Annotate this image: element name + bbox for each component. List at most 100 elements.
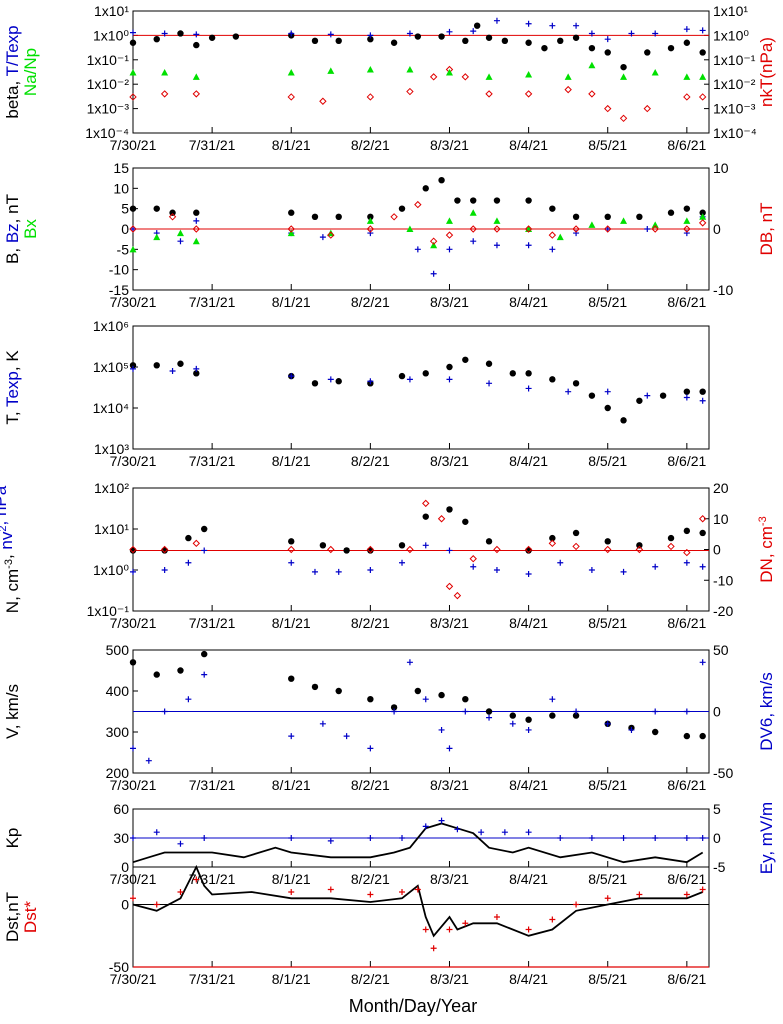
data-point bbox=[129, 69, 137, 76]
left-tick-label: 0 bbox=[121, 897, 129, 913]
date-tick-label: 8/1/21 bbox=[272, 971, 311, 987]
date-tick-label: 8/2/21 bbox=[351, 137, 390, 153]
data-point bbox=[557, 559, 564, 566]
data-point bbox=[446, 363, 453, 371]
data-point bbox=[193, 217, 200, 224]
date-tick-label: 8/2/21 bbox=[351, 871, 390, 887]
date-tick-label: 8/6/21 bbox=[667, 871, 706, 887]
date-tick-label: 7/30/21 bbox=[110, 615, 157, 631]
data-point bbox=[327, 837, 334, 844]
data-point bbox=[699, 27, 706, 34]
y-axis-title-right: DN, cm-3 bbox=[757, 516, 776, 582]
left-tick-label: 1x10² bbox=[94, 480, 129, 496]
data-point bbox=[683, 26, 690, 33]
data-point bbox=[366, 217, 374, 224]
series-bz bbox=[130, 213, 706, 277]
data-point bbox=[446, 28, 453, 35]
right-tick-label: 5 bbox=[713, 801, 721, 817]
data-point bbox=[287, 225, 295, 233]
data-point bbox=[573, 22, 580, 29]
left-tick-label: 0 bbox=[121, 221, 129, 237]
panel-density: 1x10⁻¹ 1x10⁰ 1x10¹ 1x10² 20 10 0 -10 -20 7/30/21 7… bbox=[0, 480, 776, 631]
data-point bbox=[683, 388, 691, 395]
data-point bbox=[399, 889, 406, 895]
data-point bbox=[683, 73, 691, 80]
data-point bbox=[524, 90, 533, 98]
data-point bbox=[525, 197, 532, 204]
right-tick-label: -20 bbox=[713, 603, 733, 619]
data-point bbox=[366, 66, 374, 73]
data-point bbox=[445, 217, 453, 224]
data-point bbox=[652, 835, 659, 841]
date-tick-label: 8/4/21 bbox=[509, 137, 548, 153]
data-point bbox=[644, 49, 651, 56]
data-point bbox=[493, 217, 501, 224]
data-point bbox=[699, 886, 706, 893]
date-tick-label: 8/1/21 bbox=[272, 294, 311, 310]
data-point bbox=[446, 547, 453, 554]
data-point bbox=[406, 545, 414, 554]
data-point bbox=[406, 87, 414, 96]
series-n bbox=[129, 506, 706, 554]
date-tick-label: 8/6/21 bbox=[667, 777, 706, 793]
data-point bbox=[509, 370, 516, 377]
data-point bbox=[311, 37, 319, 45]
data-point bbox=[327, 31, 334, 38]
y-axis-title: N, cm-3, nv2, nPa bbox=[0, 485, 22, 613]
data-point bbox=[153, 233, 161, 241]
data-point bbox=[453, 591, 462, 600]
data-point bbox=[604, 104, 612, 113]
data-point bbox=[572, 225, 580, 233]
data-point bbox=[470, 563, 477, 570]
data-point bbox=[620, 217, 628, 224]
date-tick-label: 7/30/21 bbox=[110, 971, 157, 987]
data-point bbox=[366, 225, 375, 233]
data-point bbox=[493, 567, 500, 573]
series-dn bbox=[129, 499, 707, 600]
data-point bbox=[683, 225, 691, 233]
series-b bbox=[129, 177, 706, 220]
data-point bbox=[399, 835, 406, 841]
data-point bbox=[683, 891, 690, 898]
data-point bbox=[588, 221, 596, 228]
series-dst- bbox=[130, 876, 706, 952]
data-point bbox=[445, 582, 454, 591]
data-point bbox=[683, 205, 691, 212]
data-point bbox=[398, 372, 406, 380]
data-point bbox=[525, 926, 532, 933]
right-tick-label: 10 bbox=[713, 160, 729, 176]
data-point bbox=[525, 547, 532, 554]
date-tick-label: 8/3/21 bbox=[430, 137, 469, 153]
data-point bbox=[287, 93, 295, 101]
data-point bbox=[699, 563, 706, 570]
data-point bbox=[193, 365, 200, 372]
data-point bbox=[524, 545, 533, 554]
data-point bbox=[620, 417, 627, 424]
data-point bbox=[524, 225, 533, 233]
data-point bbox=[683, 217, 691, 224]
y-axis-title: V, km/s bbox=[3, 684, 22, 739]
data-point bbox=[501, 37, 509, 45]
data-point bbox=[168, 213, 177, 221]
data-point bbox=[572, 213, 580, 220]
data-point bbox=[473, 22, 481, 29]
data-point bbox=[327, 376, 334, 383]
data-point bbox=[367, 835, 374, 841]
date-tick-label: 8/3/21 bbox=[430, 615, 469, 631]
left-tick-label: 400 bbox=[106, 683, 130, 699]
data-point bbox=[176, 229, 184, 237]
data-point bbox=[549, 22, 556, 29]
data-point bbox=[604, 225, 612, 233]
panel-beta: 1x10⁻⁴ 1x10⁻³ 1x10⁻² 1x10⁻¹ 1x10⁰ 1x10¹ 1x10¹ 1… bbox=[3, 3, 776, 153]
left-tick-label: 200 bbox=[106, 765, 130, 781]
date-tick-label: 8/4/21 bbox=[509, 871, 548, 887]
data-point bbox=[454, 197, 461, 204]
data-point bbox=[327, 231, 335, 239]
data-point bbox=[288, 733, 295, 740]
data-point bbox=[414, 687, 422, 695]
data-point bbox=[541, 44, 548, 52]
data-point bbox=[185, 559, 192, 566]
data-point bbox=[129, 545, 137, 554]
data-point bbox=[153, 901, 160, 908]
left-tick-label: 1x10⁰ bbox=[93, 562, 129, 578]
